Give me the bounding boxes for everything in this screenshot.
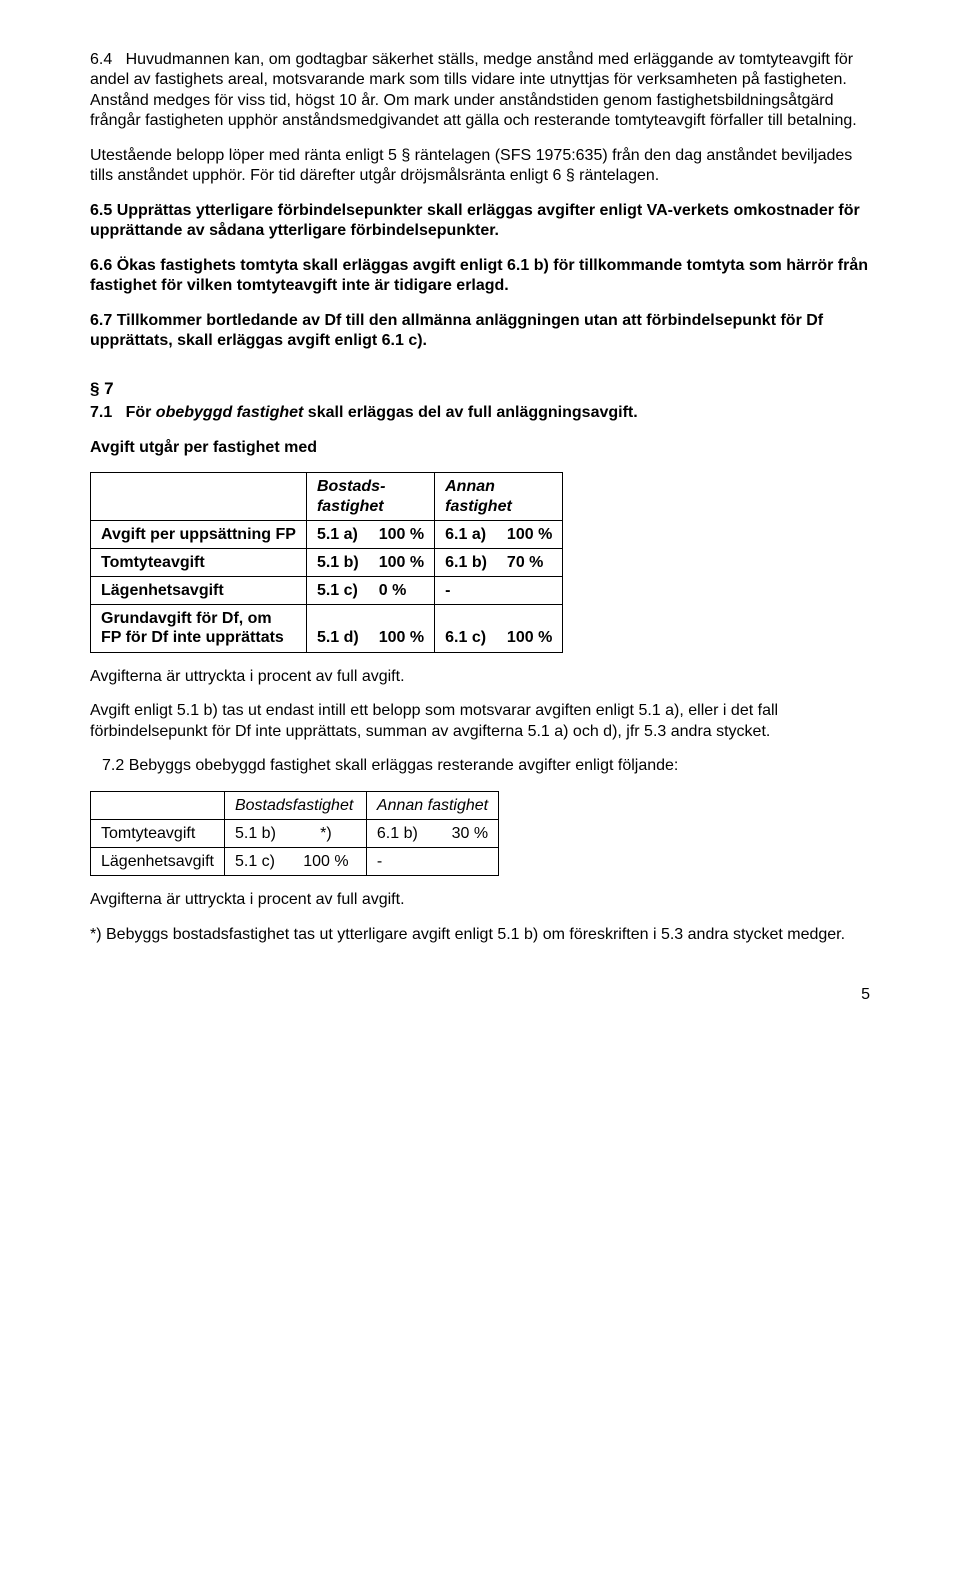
table-1: Bostads- fastighet Annan fastighet Avgif… [90, 472, 563, 652]
para-7-1: 7.1 För obebyggd fastighet skall erlägga… [90, 403, 870, 423]
cell: Bostadsfastighet [224, 791, 366, 819]
cell [91, 791, 225, 819]
page-number: 5 [90, 985, 870, 1005]
cell [428, 847, 499, 875]
section-7-heading: § 7 [90, 378, 870, 400]
cell: 6.1 b) [435, 548, 497, 576]
cell: Annan fastighet [366, 791, 498, 819]
cell: 5.1 b) [306, 548, 368, 576]
cell: 5.1 c) [224, 847, 285, 875]
para-6-6: 6.6 Ökas fastighets tomtyta skall erlägg… [90, 256, 870, 297]
cell: 100 % [497, 520, 563, 548]
cell: Grundavgift för Df, om FP för Df inte up… [91, 605, 307, 652]
footnote: *) Bebyggs bostadsfastighet tas ut ytter… [90, 925, 870, 945]
para-7-1-c: Avgift enligt 5.1 b) tas ut endast intil… [90, 701, 870, 742]
text-6-4-b: Anstånd medges för viss tid, högst 10 år… [90, 92, 857, 129]
cell: 6.1 b) [366, 819, 428, 847]
footnote-text: *) Bebyggs bostadsfastighet tas ut ytter… [90, 926, 845, 943]
cell: 100 % [497, 605, 563, 652]
cell: 100 % [369, 548, 435, 576]
cell: Tomtyteavgift [91, 548, 307, 576]
cell: 100 % [286, 847, 367, 875]
cell: 30 % [428, 819, 499, 847]
cell: Avgift per uppsättning FP [91, 520, 307, 548]
cell: 5.1 c) [306, 577, 368, 605]
table-row: Bostadsfastighet Annan fastighet [91, 791, 499, 819]
para-6-5: 6.5 Upprättas ytterligare förbindelsepun… [90, 201, 870, 242]
cell: 5.1 b) [224, 819, 285, 847]
table-row: Lägenhetsavgift 5.1 c) 100 % - [91, 847, 499, 875]
cell: Lägenhetsavgift [91, 847, 225, 875]
cell [91, 473, 307, 520]
cell [497, 577, 563, 605]
cell: 5.1 a) [306, 520, 368, 548]
table-row: Bostads- fastighet Annan fastighet [91, 473, 563, 520]
para-6-7: 6.7 Tillkommer bortledande av Df till de… [90, 311, 870, 352]
table-row: Tomtyteavgift 5.1 b) 100 % 6.1 b) 70 % [91, 548, 563, 576]
table-row: Avgift per uppsättning FP 5.1 a) 100 % 6… [91, 520, 563, 548]
para-7-1-sub: Avgift utgår per fastighet med [90, 438, 870, 458]
cell: 70 % [497, 548, 563, 576]
cell: 6.1 a) [435, 520, 497, 548]
para-pct-2: Avgifterna är uttryckta i procent av ful… [90, 890, 870, 910]
cell: 0 % [369, 577, 435, 605]
para-6-4: 6.4 Huvudmannen kan, om godtagbar säkerh… [90, 50, 870, 132]
cell: Bostads- fastighet [306, 473, 434, 520]
text-6-4: 6.4 Huvudmannen kan, om godtagbar säkerh… [90, 51, 853, 88]
para-pct-1: Avgifterna är uttryckta i procent av ful… [90, 667, 870, 687]
cell: Tomtyteavgift [91, 819, 225, 847]
table-row: Lägenhetsavgift 5.1 c) 0 % - [91, 577, 563, 605]
cell: *) [286, 819, 367, 847]
table-2: Bostadsfastighet Annan fastighet Tomtyte… [90, 791, 499, 877]
cell: 100 % [369, 605, 435, 652]
cell: - [366, 847, 428, 875]
cell: 6.1 c) [435, 605, 497, 652]
cell: Lägenhetsavgift [91, 577, 307, 605]
table-row: Tomtyteavgift 5.1 b) *) 6.1 b) 30 % [91, 819, 499, 847]
cell: - [435, 577, 497, 605]
cell: 100 % [369, 520, 435, 548]
cell: 5.1 d) [306, 605, 368, 652]
para-6-4-sub: Utestående belopp löper med ränta enligt… [90, 146, 870, 187]
table-row: Grundavgift för Df, om FP för Df inte up… [91, 605, 563, 652]
cell: Annan fastighet [435, 473, 563, 520]
para-7-2: 7.2 Bebyggs obebyggd fastighet skall erl… [102, 756, 870, 776]
